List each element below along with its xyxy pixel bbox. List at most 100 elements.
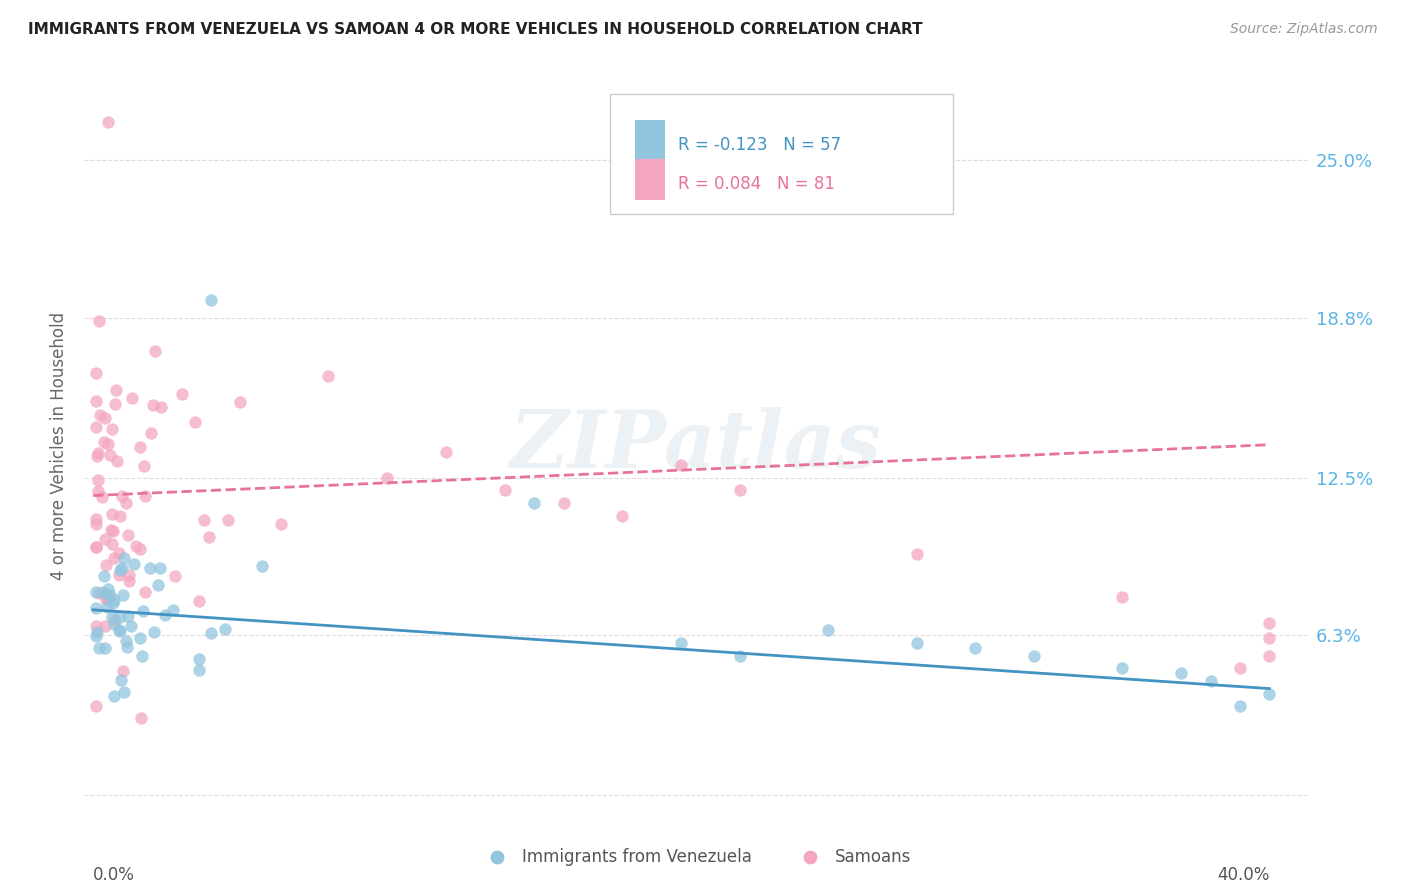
Point — [612, 508, 634, 523]
Point — [139, 425, 162, 440]
Point — [101, 524, 124, 539]
Point — [188, 593, 211, 607]
Point — [101, 610, 124, 624]
Point — [128, 542, 150, 557]
Point — [112, 551, 135, 566]
Point — [134, 458, 156, 473]
Point — [149, 400, 172, 414]
Point — [89, 585, 111, 599]
Point — [86, 445, 108, 459]
Point — [905, 636, 928, 650]
Point — [110, 673, 132, 688]
Point — [100, 523, 122, 537]
Point — [132, 604, 155, 618]
Point — [1024, 648, 1046, 663]
Point — [96, 592, 118, 607]
Point — [318, 369, 340, 384]
Point — [97, 582, 120, 596]
Point — [98, 448, 121, 462]
Point — [153, 608, 176, 623]
Point — [198, 530, 221, 544]
Point — [103, 593, 125, 607]
Point — [142, 398, 165, 412]
Point — [93, 435, 115, 450]
Point — [1229, 661, 1251, 675]
Point — [91, 491, 114, 505]
Point — [125, 539, 148, 553]
Point — [84, 366, 107, 380]
Point — [143, 625, 166, 640]
Point — [84, 601, 107, 615]
Point — [87, 484, 110, 499]
Point — [96, 587, 118, 601]
Text: IMMIGRANTS FROM VENEZUELA VS SAMOAN 4 OR MORE VEHICLES IN HOUSEHOLD CORRELATION : IMMIGRANTS FROM VENEZUELA VS SAMOAN 4 OR… — [28, 22, 922, 37]
Point — [134, 584, 156, 599]
Point — [103, 689, 125, 703]
Point — [117, 640, 139, 654]
Point — [94, 533, 117, 547]
Point — [108, 568, 131, 582]
Point — [163, 569, 186, 583]
Point — [100, 422, 122, 436]
Point — [1111, 590, 1133, 604]
Point — [728, 648, 751, 663]
Point — [553, 496, 575, 510]
Point — [86, 625, 108, 640]
Point — [817, 623, 839, 637]
Point — [108, 546, 131, 560]
Point — [193, 512, 215, 526]
Point — [112, 685, 135, 699]
Point — [104, 397, 127, 411]
FancyBboxPatch shape — [636, 159, 665, 200]
Point — [131, 648, 153, 663]
Point — [86, 449, 108, 463]
Point — [671, 458, 693, 472]
Point — [162, 603, 184, 617]
Point — [84, 629, 107, 643]
Point — [523, 496, 546, 510]
Point — [121, 391, 143, 405]
Point — [115, 633, 138, 648]
Point — [214, 622, 236, 636]
Point — [84, 419, 107, 434]
Point — [250, 558, 273, 573]
Point — [139, 561, 162, 575]
Point — [1258, 631, 1281, 645]
Point — [217, 513, 239, 527]
Point — [117, 609, 139, 624]
Point — [84, 517, 107, 532]
Point — [103, 596, 125, 610]
Point — [107, 623, 129, 637]
Point — [108, 564, 131, 578]
Point — [108, 509, 131, 524]
Point — [170, 387, 193, 401]
Point — [115, 496, 138, 510]
Point — [1258, 615, 1281, 630]
Point — [112, 664, 135, 678]
Point — [110, 489, 132, 503]
Point — [84, 540, 107, 554]
Point — [104, 613, 127, 627]
Point — [129, 711, 152, 725]
Point — [93, 410, 115, 425]
Point — [200, 625, 222, 640]
Point — [96, 437, 118, 451]
Point — [728, 483, 751, 498]
Point — [1258, 687, 1281, 701]
Point — [229, 394, 252, 409]
Point — [96, 599, 118, 614]
Point — [188, 652, 211, 666]
Point — [101, 537, 124, 551]
Point — [103, 550, 125, 565]
Point — [111, 588, 134, 602]
Point — [110, 624, 132, 638]
Point — [84, 699, 107, 714]
Legend: Immigrants from Venezuela, Samoans: Immigrants from Venezuela, Samoans — [474, 841, 918, 872]
Point — [84, 619, 107, 633]
Point — [105, 454, 128, 468]
Point — [270, 517, 292, 532]
Point — [87, 314, 110, 328]
Point — [120, 619, 142, 633]
Point — [1258, 648, 1281, 663]
Point — [188, 664, 211, 678]
